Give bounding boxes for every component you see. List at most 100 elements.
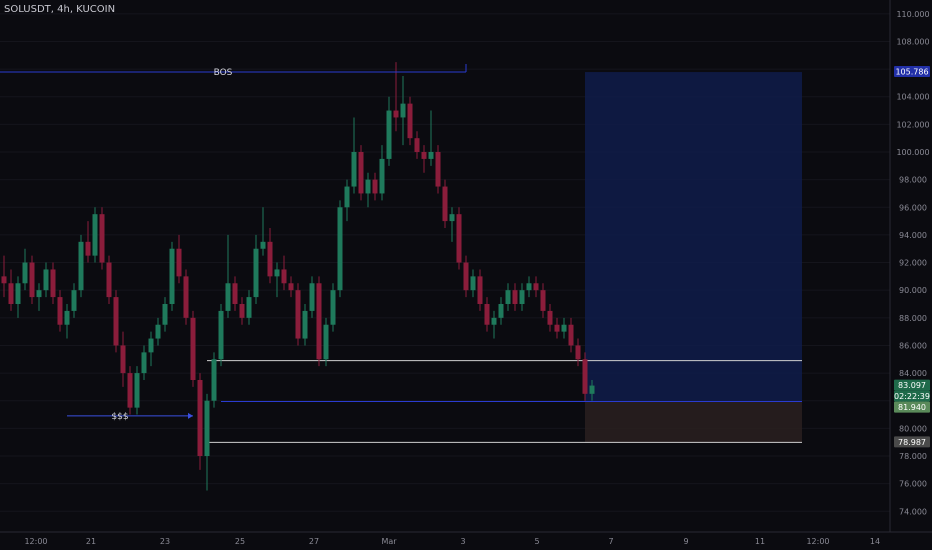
candle (491, 310, 497, 339)
x-tick-label: 25 (235, 537, 245, 546)
candle (169, 241, 175, 311)
candle-body (218, 310, 224, 360)
y-tick-label: 104.000 (896, 93, 929, 102)
candle (127, 366, 133, 415)
price-label-bg (894, 390, 930, 402)
candle (323, 317, 329, 367)
candle (477, 269, 483, 311)
candle (526, 276, 532, 298)
candle-body (456, 214, 462, 263)
candle (393, 62, 399, 132)
candle-body (204, 400, 210, 456)
price-label: 78.987 (898, 438, 926, 447)
y-tick-label: 94.000 (899, 231, 927, 240)
price-label: 83.097 (898, 381, 926, 390)
candle-body (78, 241, 84, 291)
candle-body (414, 138, 420, 152)
candle-body (491, 317, 497, 325)
x-tick-label: 23 (160, 537, 170, 546)
candle (414, 131, 420, 159)
candle (218, 304, 224, 367)
candle-body (393, 110, 399, 118)
candle (288, 276, 294, 298)
candle (106, 255, 112, 304)
candle (211, 352, 217, 408)
y-tick-label: 78.000 (899, 452, 927, 461)
candle (463, 255, 469, 298)
candle-body (330, 290, 336, 325)
candle-body (344, 186, 350, 208)
candle-body (36, 290, 42, 298)
candle-body (99, 214, 105, 263)
candle (29, 255, 35, 304)
candle (442, 179, 448, 228)
price-labels: 105.786 83.097 02:22:39 81.940 78.987 (894, 66, 930, 448)
candle (449, 207, 455, 242)
candle-body (526, 283, 532, 291)
candle (316, 276, 322, 367)
candle-body (239, 304, 245, 318)
candle (162, 297, 168, 332)
candle (575, 338, 581, 367)
candle (540, 283, 546, 318)
candle (85, 221, 91, 263)
candle-body (533, 283, 539, 291)
candle (232, 276, 238, 311)
y-tick-label: 102.000 (896, 120, 929, 129)
y-tick-label: 74.000 (899, 507, 927, 516)
candle (505, 283, 511, 311)
candle (295, 283, 301, 346)
candle-body (337, 207, 343, 291)
annotation-label: BOS (214, 68, 233, 78)
candle (204, 393, 210, 491)
candle (309, 276, 315, 318)
candle-body (561, 324, 567, 332)
level-lines (207, 360, 802, 443)
candle (78, 234, 84, 298)
candle-body (379, 158, 385, 194)
candle-body (421, 152, 427, 159)
y-tick-label: 80.000 (899, 424, 927, 433)
candle-body (547, 310, 553, 325)
x-tick-label: 12:00 (806, 537, 829, 546)
candle-body (505, 290, 511, 304)
candle (365, 172, 371, 208)
x-tick-label: Mar (381, 537, 397, 546)
candle (134, 366, 140, 415)
candle-body (372, 179, 378, 194)
candle-body (183, 276, 189, 318)
x-tick-label: 27 (309, 537, 319, 546)
candle-body (113, 297, 119, 346)
candle (176, 234, 182, 284)
y-tick-label: 96.000 (899, 203, 927, 212)
x-tick-label: 12:00 (24, 537, 47, 546)
candle (197, 373, 203, 470)
candle-body (449, 214, 455, 222)
candle (344, 179, 350, 222)
symbol-title: SOLUSDT, 4h, KUCOIN (4, 4, 116, 15)
candle-body (8, 283, 14, 304)
candle-body (365, 179, 371, 194)
candle (50, 262, 56, 304)
candle-body (253, 248, 259, 298)
candle (407, 96, 413, 146)
candle (22, 248, 28, 291)
candle-body (309, 283, 315, 311)
price-label-bg (894, 66, 930, 78)
candle (239, 297, 245, 325)
candle-body (148, 338, 154, 353)
candle-body (386, 110, 392, 159)
candle-body (162, 304, 168, 325)
candle (183, 269, 189, 325)
candle-body (176, 248, 182, 277)
candle-body (484, 304, 490, 325)
candle (155, 317, 161, 346)
candle-body (22, 262, 28, 284)
candle (428, 110, 434, 166)
candle-body (295, 290, 301, 339)
y-tick-label: 88.000 (899, 314, 927, 323)
candle-body (1, 276, 7, 284)
candle (267, 228, 273, 284)
candle-body (197, 380, 203, 456)
